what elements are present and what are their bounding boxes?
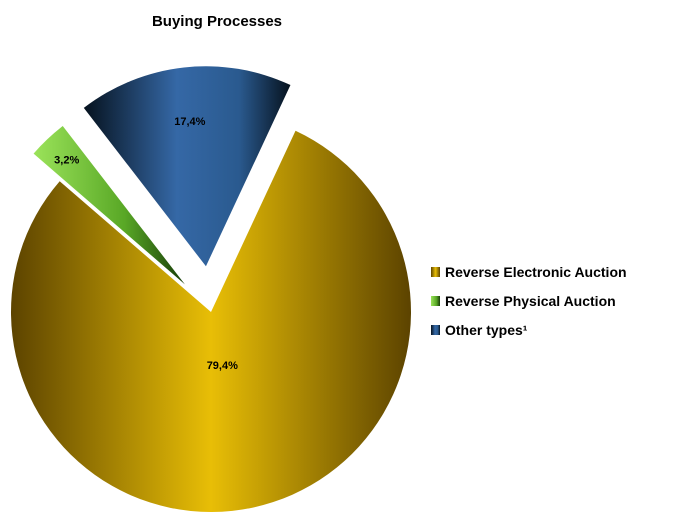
legend-swatch-2 xyxy=(431,296,440,306)
legend-label-1: Reverse Electronic Auction xyxy=(445,264,627,280)
pie-slice-2 xyxy=(33,126,185,285)
legend-label-2: Reverse Physical Auction xyxy=(445,293,616,309)
legend: Reverse Electronic Auction Reverse Physic… xyxy=(431,264,627,338)
legend-swatch-1 xyxy=(431,267,440,277)
chart-title: Buying Processes xyxy=(152,13,282,30)
data-label-3: 17,4% xyxy=(174,116,205,128)
legend-swatch-3 xyxy=(431,325,440,335)
data-label-2: 3,2% xyxy=(54,154,79,166)
pie-slice-3 xyxy=(83,66,291,267)
data-label-1: 79,4% xyxy=(207,360,238,372)
pie-slice-1 xyxy=(10,130,412,513)
pie-data-labels: 79,4% 3,2% 17,4% xyxy=(54,116,238,372)
pie-slices xyxy=(10,66,412,513)
legend-label-3: Other types¹ xyxy=(445,322,528,338)
